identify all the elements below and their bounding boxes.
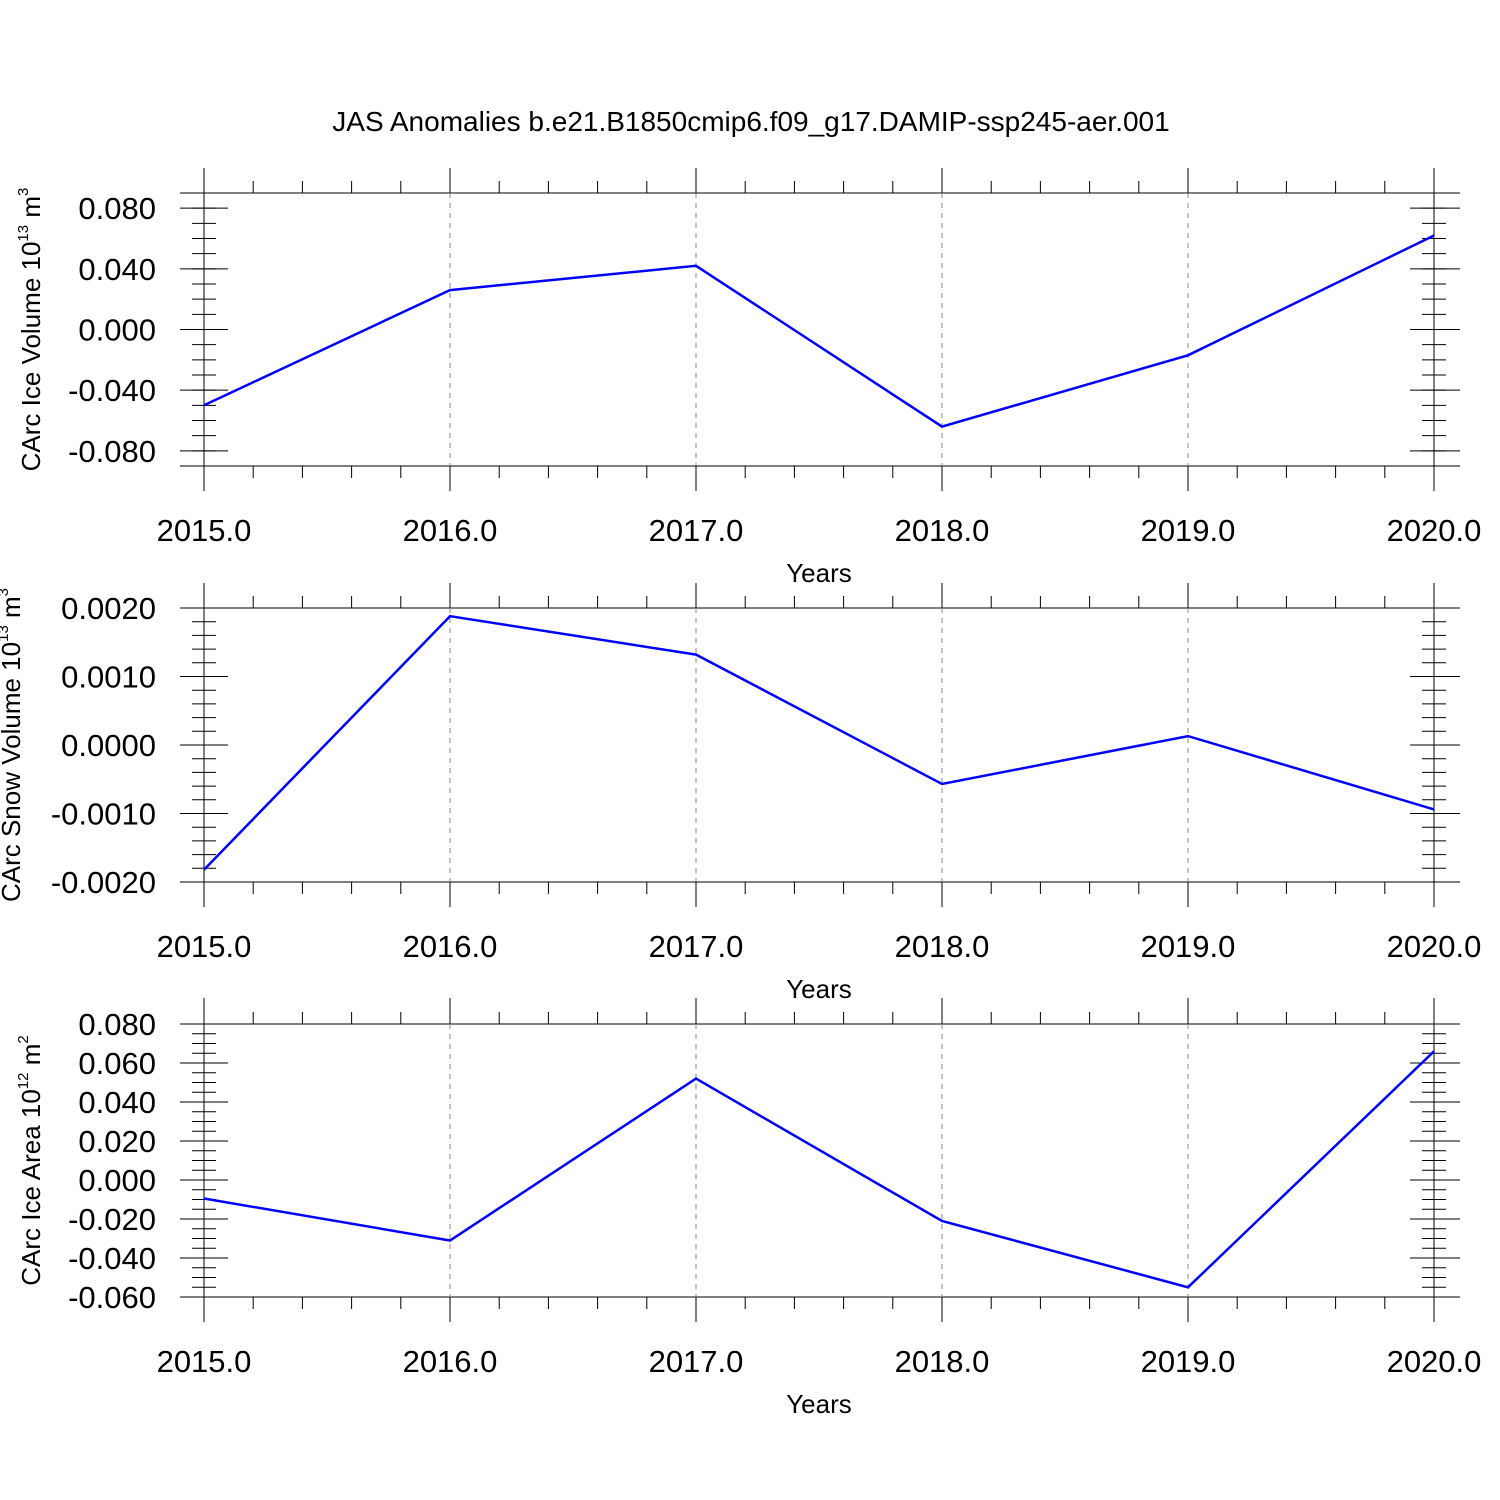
x-tick-label: 2018.0 (895, 1344, 990, 1379)
x-tick-label: 2016.0 (403, 513, 498, 548)
y-axis-label: CArc Snow Volume 1013 m3 (0, 588, 26, 902)
y-tick-label: 0.040 (78, 252, 156, 287)
x-tick-label: 2016.0 (403, 1344, 498, 1379)
y-tick-label: 0.060 (78, 1046, 156, 1081)
series-line-1 (203, 234, 1435, 428)
panel-1: 0.080 0.040 0.000 -0.040 -0.080 2015.0 2016.0 2… (15, 168, 1481, 588)
y-tick-label: 0.000 (78, 313, 156, 348)
y-tick-label: 0.0010 (61, 660, 156, 695)
y-tick-label: 0.000 (78, 1163, 156, 1198)
y-axis-label: CArc Ice Area 1012 m2 (15, 1035, 46, 1285)
x-tick-label: 2019.0 (1141, 513, 1236, 548)
x-axis-label: Years (786, 974, 852, 1004)
x-tick-label: 2020.0 (1387, 513, 1482, 548)
x-tick-label: 2017.0 (649, 929, 744, 964)
y-tick-label: 0.020 (78, 1124, 156, 1159)
y-tick-label: 0.040 (78, 1085, 156, 1120)
x-tick-label: 2018.0 (895, 929, 990, 964)
y-axis-label: CArc Ice Volume 1013 m3 (15, 188, 46, 472)
y-tick-label: -0.040 (68, 1241, 156, 1276)
x-tick-label: 2015.0 (157, 929, 252, 964)
x-tick-label: 2019.0 (1141, 929, 1236, 964)
series-line-1 (203, 1050, 1435, 1289)
y-tick-label: -0.080 (68, 434, 156, 469)
y-tick-label: -0.0020 (51, 865, 156, 900)
panel-3: 0.080 0.060 0.040 0.020 0.000 -0.020 -0.040 -0.… (15, 998, 1481, 1419)
y-tick-label: 0.0020 (61, 591, 156, 626)
y-tick-label: -0.040 (68, 373, 156, 408)
x-tick-label: 2018.0 (895, 513, 990, 548)
x-tick-label: 2016.0 (403, 929, 498, 964)
y-tick-label: 0.0000 (61, 728, 156, 763)
y-tick-label: -0.0010 (51, 797, 156, 832)
y-tick-label: 0.080 (78, 191, 156, 226)
panels: 0.080 0.040 0.000 -0.040 -0.080 2015.0 2016.0 2… (0, 168, 1481, 1419)
x-axis-label: Years (786, 558, 852, 588)
y-tick-label: 0.080 (78, 1007, 156, 1042)
x-tick-label: 2017.0 (649, 1344, 744, 1379)
y-tick-label: -0.020 (68, 1202, 156, 1237)
x-tick-label: 2017.0 (649, 513, 744, 548)
series-line-1 (203, 614, 1435, 871)
figure-title: JAS Anomalies b.e21.B1850cmip6.f09_g17.D… (332, 106, 1169, 137)
x-axis-label: Years (786, 1389, 852, 1419)
x-tick-label: 2015.0 (157, 1344, 252, 1379)
x-tick-label: 2015.0 (157, 513, 252, 548)
x-tick-label: 2020.0 (1387, 1344, 1482, 1379)
x-tick-label: 2019.0 (1141, 1344, 1236, 1379)
x-tick-label: 2020.0 (1387, 929, 1482, 964)
y-tick-label: -0.060 (68, 1280, 156, 1315)
